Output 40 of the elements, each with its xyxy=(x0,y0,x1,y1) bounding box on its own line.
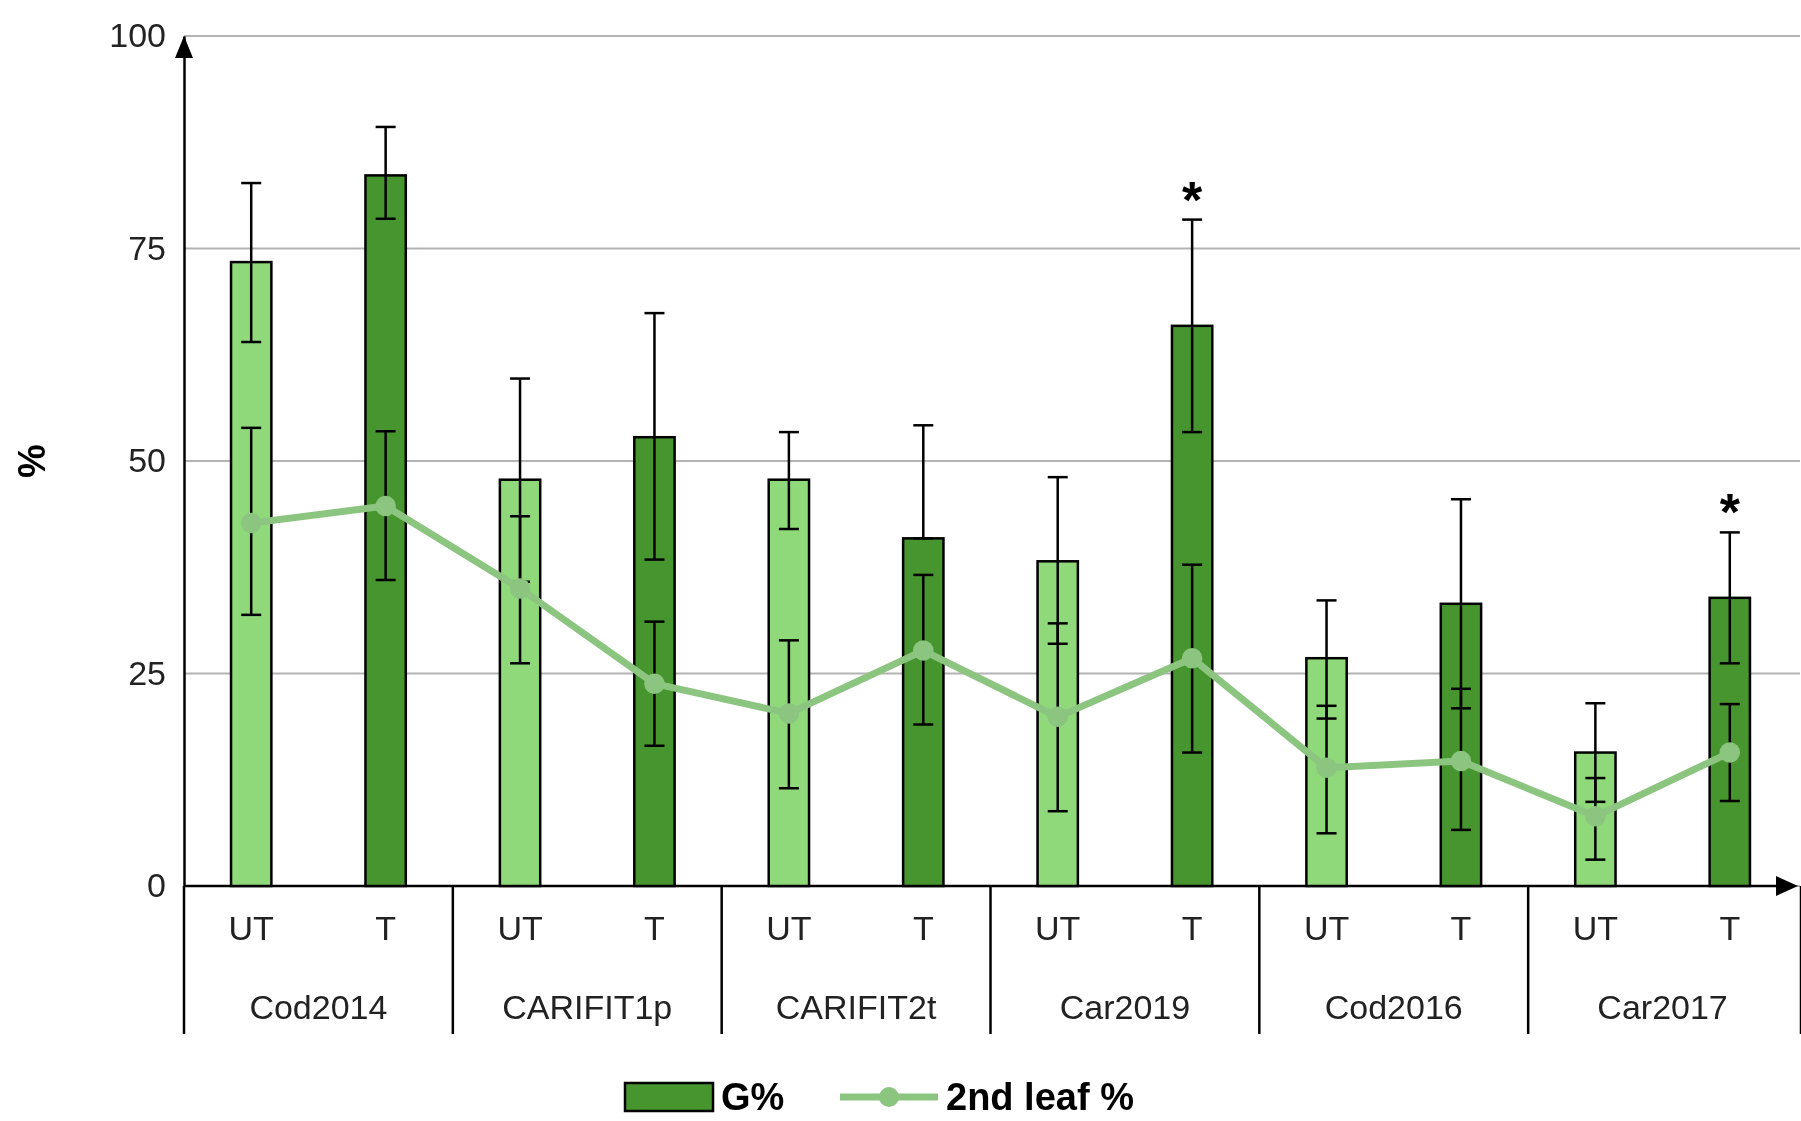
y-tick-label: 50 xyxy=(128,441,166,480)
x-tick-label: UT xyxy=(1035,909,1081,948)
y-axis-title: % xyxy=(11,444,53,478)
text: Cod2016 xyxy=(1324,988,1463,1026)
x-tick-label: T xyxy=(1450,909,1472,948)
point xyxy=(375,495,396,517)
text: CARIFIT2t xyxy=(775,988,937,1026)
x-tick-label: T xyxy=(644,909,665,948)
y-tick-label: 0 xyxy=(147,866,166,905)
point xyxy=(1316,757,1337,779)
point xyxy=(1585,806,1606,827)
text: Car2017 xyxy=(1597,988,1728,1026)
point xyxy=(1450,750,1472,772)
point xyxy=(1047,706,1068,728)
x-tick-label: UT xyxy=(1572,909,1619,948)
y-tick-label: 100 xyxy=(109,16,166,55)
point xyxy=(240,512,262,534)
point xyxy=(509,578,531,599)
data-label: * xyxy=(1182,170,1203,229)
x-tick-label: UT xyxy=(766,909,812,948)
x-tick-label: T xyxy=(1181,909,1203,948)
y-tick-label: 25 xyxy=(128,653,166,692)
x-tick-label: UT xyxy=(497,909,543,948)
text: CARIFIT1p xyxy=(502,988,673,1026)
text: Car2019 xyxy=(1059,988,1191,1026)
x-tick-label: T xyxy=(375,909,397,948)
point xyxy=(778,703,800,724)
text: Cod2014 xyxy=(249,988,388,1026)
point xyxy=(913,640,934,661)
data-label: * xyxy=(1719,483,1741,542)
x-tick-label: T xyxy=(912,909,934,948)
legend-label: 2nd leaf % xyxy=(946,1076,1134,1118)
point xyxy=(1181,647,1203,669)
y-tick-label: 75 xyxy=(128,228,166,267)
x-tick-label: UT xyxy=(228,909,274,948)
point xyxy=(644,673,665,694)
x-tick-label: T xyxy=(1719,909,1741,948)
point xyxy=(1719,742,1741,763)
x-tick-label: UT xyxy=(1303,909,1350,948)
legend-label: G% xyxy=(721,1076,785,1118)
